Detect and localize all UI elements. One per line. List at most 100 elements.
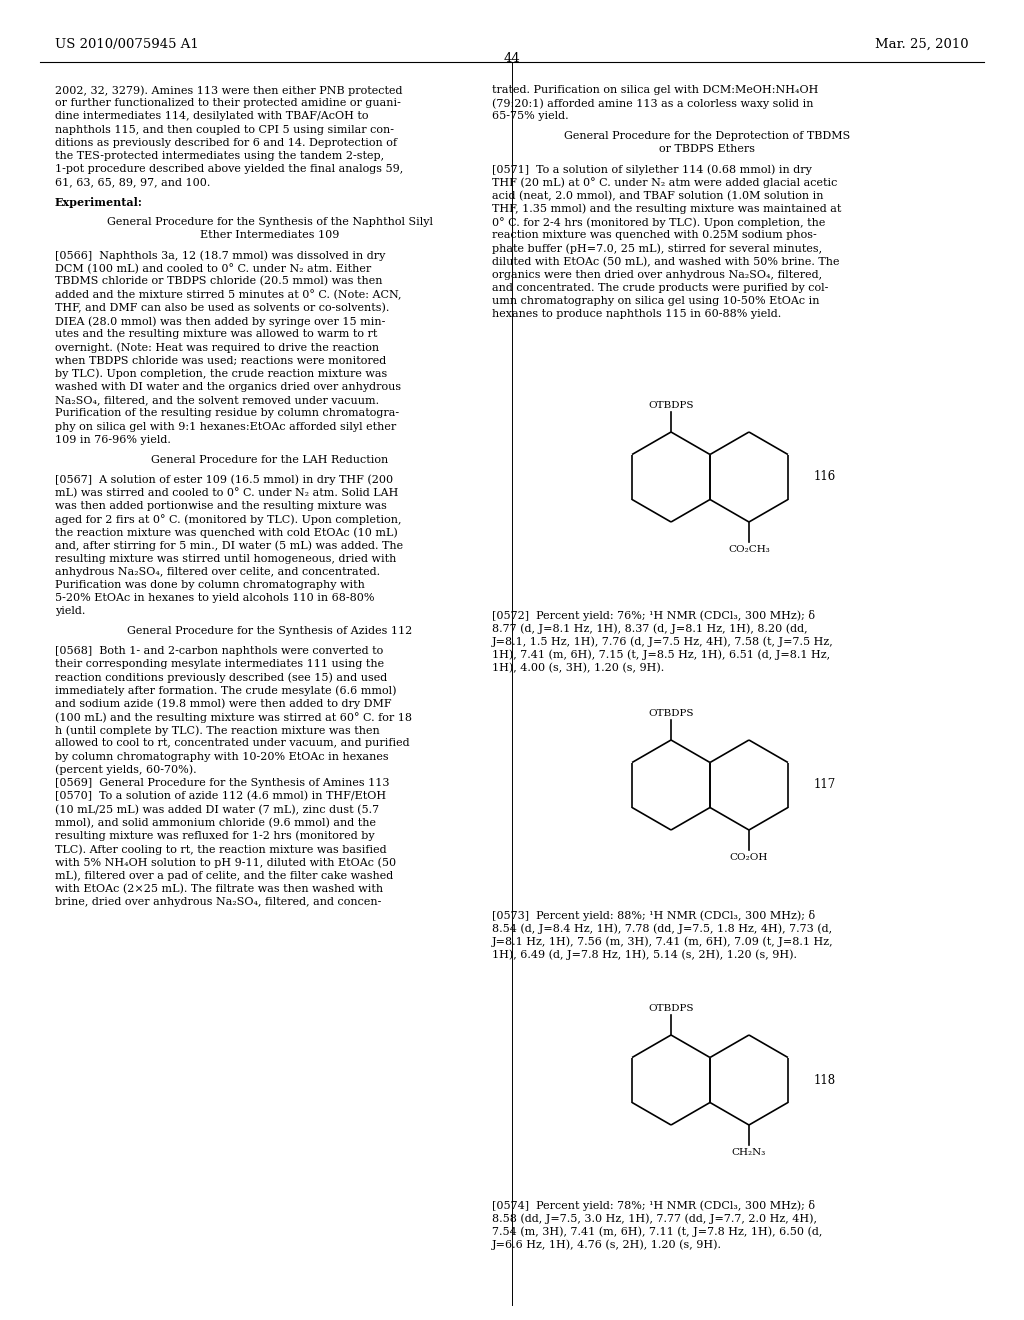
Text: umn chromatography on silica gel using 10-50% EtOAc in: umn chromatography on silica gel using 1… — [492, 296, 819, 306]
Text: diluted with EtOAc (50 mL), and washed with 50% brine. The: diluted with EtOAc (50 mL), and washed w… — [492, 256, 840, 267]
Text: 61, 63, 65, 89, 97, and 100.: 61, 63, 65, 89, 97, and 100. — [55, 177, 210, 187]
Text: DCM (100 mL) and cooled to 0° C. under N₂ atm. Either: DCM (100 mL) and cooled to 0° C. under N… — [55, 263, 372, 273]
Text: OTBDPS: OTBDPS — [648, 401, 694, 409]
Text: [0569]  General Procedure for the Synthesis of Amines 113: [0569] General Procedure for the Synthes… — [55, 777, 389, 788]
Text: and sodium azide (19.8 mmol) were then added to dry DMF: and sodium azide (19.8 mmol) were then a… — [55, 698, 391, 709]
Text: phate buffer (pH=7.0, 25 mL), stirred for several minutes,: phate buffer (pH=7.0, 25 mL), stirred fo… — [492, 243, 822, 253]
Text: TBDMS chloride or TBDPS chloride (20.5 mmol) was then: TBDMS chloride or TBDPS chloride (20.5 m… — [55, 276, 383, 286]
Text: with 5% NH₄OH solution to pH 9-11, diluted with EtOAc (50: with 5% NH₄OH solution to pH 9-11, dilut… — [55, 857, 396, 867]
Text: overnight. (Note: Heat was required to drive the reaction: overnight. (Note: Heat was required to d… — [55, 342, 379, 352]
Text: 0° C. for 2-4 hrs (monitored by TLC). Upon completion, the: 0° C. for 2-4 hrs (monitored by TLC). Up… — [492, 216, 825, 228]
Text: CH₂N₃: CH₂N₃ — [732, 1148, 766, 1158]
Text: utes and the resulting mixture was allowed to warm to rt: utes and the resulting mixture was allow… — [55, 329, 378, 339]
Text: the reaction mixture was quenched with cold EtOAc (10 mL): the reaction mixture was quenched with c… — [55, 527, 397, 537]
Text: THF, 1.35 mmol) and the resulting mixture was maintained at: THF, 1.35 mmol) and the resulting mixtur… — [492, 203, 842, 214]
Text: 1H), 7.41 (m, 6H), 7.15 (t, J=8.5 Hz, 1H), 6.51 (d, J=8.1 Hz,: 1H), 7.41 (m, 6H), 7.15 (t, J=8.5 Hz, 1H… — [492, 649, 830, 660]
Text: by column chromatography with 10-20% EtOAc in hexanes: by column chromatography with 10-20% EtO… — [55, 751, 389, 762]
Text: Mar. 25, 2010: Mar. 25, 2010 — [876, 38, 969, 51]
Text: immediately after formation. The crude mesylate (6.6 mmol): immediately after formation. The crude m… — [55, 685, 396, 696]
Text: or further functionalized to their protected amidine or guani-: or further functionalized to their prote… — [55, 98, 400, 108]
Text: yield.: yield. — [55, 606, 85, 616]
Text: aged for 2 firs at 0° C. (monitored by TLC). Upon completion,: aged for 2 firs at 0° C. (monitored by T… — [55, 513, 401, 525]
Text: 7.54 (m, 3H), 7.41 (m, 6H), 7.11 (t, J=7.8 Hz, 1H), 6.50 (d,: 7.54 (m, 3H), 7.41 (m, 6H), 7.11 (t, J=7… — [492, 1226, 822, 1237]
Text: 116: 116 — [814, 470, 837, 483]
Text: [0572]  Percent yield: 76%; ¹H NMR (CDCl₃, 300 MHz); δ: [0572] Percent yield: 76%; ¹H NMR (CDCl₃… — [492, 610, 815, 620]
Text: General Procedure for the Deprotection of TBDMS: General Procedure for the Deprotection o… — [564, 131, 850, 141]
Text: reaction conditions previously described (see 15) and used: reaction conditions previously described… — [55, 672, 387, 682]
Text: OTBDPS: OTBDPS — [648, 709, 694, 718]
Text: h (until complete by TLC). The reaction mixture was then: h (until complete by TLC). The reaction … — [55, 725, 380, 735]
Text: 1-pot procedure described above yielded the final analogs 59,: 1-pot procedure described above yielded … — [55, 164, 403, 174]
Text: and concentrated. The crude products were purified by col-: and concentrated. The crude products wer… — [492, 282, 828, 293]
Text: washed with DI water and the organics dried over anhydrous: washed with DI water and the organics dr… — [55, 381, 401, 392]
Text: 65-75% yield.: 65-75% yield. — [492, 111, 568, 121]
Text: 1H), 6.49 (d, J=7.8 Hz, 1H), 5.14 (s, 2H), 1.20 (s, 9H).: 1H), 6.49 (d, J=7.8 Hz, 1H), 5.14 (s, 2H… — [492, 949, 797, 960]
Text: anhydrous Na₂SO₄, filtered over celite, and concentrated.: anhydrous Na₂SO₄, filtered over celite, … — [55, 566, 380, 577]
Text: resulting mixture was refluxed for 1-2 hrs (monitored by: resulting mixture was refluxed for 1-2 h… — [55, 830, 375, 841]
Text: allowed to cool to rt, concentrated under vacuum, and purified: allowed to cool to rt, concentrated unde… — [55, 738, 410, 748]
Text: mmol), and solid ammonium chloride (9.6 mmol) and the: mmol), and solid ammonium chloride (9.6 … — [55, 817, 376, 828]
Text: CO₂CH₃: CO₂CH₃ — [728, 545, 770, 554]
Text: trated. Purification on silica gel with DCM:MeOH:NH₄OH: trated. Purification on silica gel with … — [492, 84, 818, 95]
Text: Ether Intermediates 109: Ether Intermediates 109 — [201, 230, 340, 240]
Text: mL) was stirred and cooled to 0° C. under N₂ atm. Solid LAH: mL) was stirred and cooled to 0° C. unde… — [55, 487, 398, 498]
Text: hexanes to produce naphthols 115 in 60-88% yield.: hexanes to produce naphthols 115 in 60-8… — [492, 309, 781, 319]
Text: [0570]  To a solution of azide 112 (4.6 mmol) in THF/EtOH: [0570] To a solution of azide 112 (4.6 m… — [55, 791, 386, 801]
Text: (percent yields, 60-70%).: (percent yields, 60-70%). — [55, 764, 197, 775]
Text: [0573]  Percent yield: 88%; ¹H NMR (CDCl₃, 300 MHz); δ: [0573] Percent yield: 88%; ¹H NMR (CDCl₃… — [492, 909, 815, 921]
Text: brine, dried over anhydrous Na₂SO₄, filtered, and concen-: brine, dried over anhydrous Na₂SO₄, filt… — [55, 896, 381, 907]
Text: Experimental:: Experimental: — [55, 197, 143, 209]
Text: DIEA (28.0 mmol) was then added by syringe over 15 min-: DIEA (28.0 mmol) was then added by syrin… — [55, 315, 385, 326]
Text: CO₂OH: CO₂OH — [730, 853, 768, 862]
Text: US 2010/0075945 A1: US 2010/0075945 A1 — [55, 38, 199, 51]
Text: organics were then dried over anhydrous Na₂SO₄, filtered,: organics were then dried over anhydrous … — [492, 269, 822, 280]
Text: by TLC). Upon completion, the crude reaction mixture was: by TLC). Upon completion, the crude reac… — [55, 368, 387, 379]
Text: [0567]  A solution of ester 109 (16.5 mmol) in dry THF (200: [0567] A solution of ester 109 (16.5 mmo… — [55, 474, 393, 484]
Text: phy on silica gel with 9:1 hexanes:EtOAc afforded silyl ether: phy on silica gel with 9:1 hexanes:EtOAc… — [55, 421, 396, 432]
Text: (100 mL) and the resulting mixture was stirred at 60° C. for 18: (100 mL) and the resulting mixture was s… — [55, 711, 412, 723]
Text: 109 in 76-96% yield.: 109 in 76-96% yield. — [55, 434, 171, 445]
Text: OTBDPS: OTBDPS — [648, 1003, 694, 1012]
Text: resulting mixture was stirred until homogeneous, dried with: resulting mixture was stirred until homo… — [55, 553, 396, 564]
Text: (10 mL/25 mL) was added DI water (7 mL), zinc dust (5.7: (10 mL/25 mL) was added DI water (7 mL),… — [55, 804, 379, 814]
Text: 8.77 (d, J=8.1 Hz, 1H), 8.37 (d, J=8.1 Hz, 1H), 8.20 (dd,: 8.77 (d, J=8.1 Hz, 1H), 8.37 (d, J=8.1 H… — [492, 623, 808, 634]
Text: J=6.6 Hz, 1H), 4.76 (s, 2H), 1.20 (s, 9H).: J=6.6 Hz, 1H), 4.76 (s, 2H), 1.20 (s, 9H… — [492, 1239, 722, 1250]
Text: or TBDPS Ethers: or TBDPS Ethers — [659, 144, 755, 154]
Text: the TES-protected intermediates using the tandem 2-step,: the TES-protected intermediates using th… — [55, 150, 384, 161]
Text: added and the mixture stirred 5 minutes at 0° C. (Note: ACN,: added and the mixture stirred 5 minutes … — [55, 289, 401, 300]
Text: [0566]  Naphthols 3a, 12 (18.7 mmol) was dissolved in dry: [0566] Naphthols 3a, 12 (18.7 mmol) was … — [55, 249, 385, 260]
Text: 8.54 (d, J=8.4 Hz, 1H), 7.78 (dd, J=7.5, 1.8 Hz, 4H), 7.73 (d,: 8.54 (d, J=8.4 Hz, 1H), 7.78 (dd, J=7.5,… — [492, 923, 833, 933]
Text: 2002, 32, 3279). Amines 113 were then either PNB protected: 2002, 32, 3279). Amines 113 were then ei… — [55, 84, 402, 95]
Text: 118: 118 — [814, 1073, 837, 1086]
Text: 8.58 (dd, J=7.5, 3.0 Hz, 1H), 7.77 (dd, J=7.7, 2.0 Hz, 4H),: 8.58 (dd, J=7.5, 3.0 Hz, 1H), 7.77 (dd, … — [492, 1213, 817, 1224]
Text: Purification was done by column chromatography with: Purification was done by column chromato… — [55, 579, 365, 590]
Text: J=8.1, 1.5 Hz, 1H), 7.76 (d, J=7.5 Hz, 4H), 7.58 (t, J=7.5 Hz,: J=8.1, 1.5 Hz, 1H), 7.76 (d, J=7.5 Hz, 4… — [492, 636, 834, 647]
Text: 44: 44 — [504, 51, 520, 65]
Text: J=8.1 Hz, 1H), 7.56 (m, 3H), 7.41 (m, 6H), 7.09 (t, J=8.1 Hz,: J=8.1 Hz, 1H), 7.56 (m, 3H), 7.41 (m, 6H… — [492, 936, 834, 946]
Text: 1H), 4.00 (s, 3H), 1.20 (s, 9H).: 1H), 4.00 (s, 3H), 1.20 (s, 9H). — [492, 663, 665, 673]
Text: naphthols 115, and then coupled to CPI 5 using similar con-: naphthols 115, and then coupled to CPI 5… — [55, 124, 394, 135]
Text: with EtOAc (2×25 mL). The filtrate was then washed with: with EtOAc (2×25 mL). The filtrate was t… — [55, 883, 383, 894]
Text: 117: 117 — [814, 779, 837, 792]
Text: ditions as previously described for 6 and 14. Deprotection of: ditions as previously described for 6 an… — [55, 137, 397, 148]
Text: [0568]  Both 1- and 2-carbon naphthols were converted to: [0568] Both 1- and 2-carbon naphthols we… — [55, 645, 383, 656]
Text: their corresponding mesylate intermediates 111 using the: their corresponding mesylate intermediat… — [55, 659, 384, 669]
Text: was then added portionwise and the resulting mixture was: was then added portionwise and the resul… — [55, 500, 387, 511]
Text: reaction mixture was quenched with 0.25M sodium phos-: reaction mixture was quenched with 0.25M… — [492, 230, 817, 240]
Text: General Procedure for the LAH Reduction: General Procedure for the LAH Reduction — [152, 454, 389, 465]
Text: [0574]  Percent yield: 78%; ¹H NMR (CDCl₃, 300 MHz); δ: [0574] Percent yield: 78%; ¹H NMR (CDCl₃… — [492, 1200, 815, 1210]
Text: TLC). After cooling to rt, the reaction mixture was basified: TLC). After cooling to rt, the reaction … — [55, 843, 387, 854]
Text: 5-20% EtOAc in hexanes to yield alcohols 110 in 68-80%: 5-20% EtOAc in hexanes to yield alcohols… — [55, 593, 375, 603]
Text: Na₂SO₄, filtered, and the solvent removed under vacuum.: Na₂SO₄, filtered, and the solvent remove… — [55, 395, 379, 405]
Text: THF, and DMF can also be used as solvents or co-solvents).: THF, and DMF can also be used as solvent… — [55, 302, 389, 313]
Text: when TBDPS chloride was used; reactions were monitored: when TBDPS chloride was used; reactions … — [55, 355, 386, 366]
Text: and, after stirring for 5 min., DI water (5 mL) was added. The: and, after stirring for 5 min., DI water… — [55, 540, 403, 550]
Text: General Procedure for the Synthesis of Azides 112: General Procedure for the Synthesis of A… — [127, 626, 413, 636]
Text: THF (20 mL) at 0° C. under N₂ atm were added glacial acetic: THF (20 mL) at 0° C. under N₂ atm were a… — [492, 177, 838, 189]
Text: General Procedure for the Synthesis of the Naphthol Silyl: General Procedure for the Synthesis of t… — [106, 216, 433, 227]
Text: Purification of the resulting residue by column chromatogra-: Purification of the resulting residue by… — [55, 408, 399, 418]
Text: acid (neat, 2.0 mmol), and TBAF solution (1.0M solution in: acid (neat, 2.0 mmol), and TBAF solution… — [492, 190, 823, 201]
Text: (79:20:1) afforded amine 113 as a colorless waxy solid in: (79:20:1) afforded amine 113 as a colorl… — [492, 98, 813, 108]
Text: mL), filtered over a pad of celite, and the filter cake washed: mL), filtered over a pad of celite, and … — [55, 870, 393, 880]
Text: [0571]  To a solution of silylether 114 (0.68 mmol) in dry: [0571] To a solution of silylether 114 (… — [492, 164, 812, 174]
